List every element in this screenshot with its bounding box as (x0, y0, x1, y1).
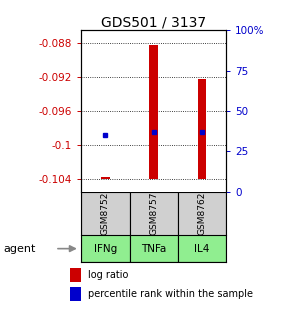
Bar (178, 235, 226, 262)
Text: TNFa: TNFa (141, 244, 166, 254)
Bar (130, 235, 178, 262)
Text: GSM8762: GSM8762 (197, 192, 206, 235)
Bar (101, 177, 110, 179)
Bar (130, 192, 178, 235)
Bar (70, 268, 81, 282)
Bar (81, 235, 130, 262)
Text: GSM8757: GSM8757 (149, 192, 158, 235)
Text: IL4: IL4 (194, 244, 210, 254)
Text: percentile rank within the sample: percentile rank within the sample (88, 289, 253, 298)
Bar (149, 45, 158, 179)
Text: log ratio: log ratio (88, 270, 128, 280)
Text: IFNg: IFNg (94, 244, 117, 254)
Bar (81, 192, 130, 235)
Text: GSM8752: GSM8752 (101, 192, 110, 235)
Text: agent: agent (3, 244, 35, 254)
Bar (70, 287, 81, 300)
Title: GDS501 / 3137: GDS501 / 3137 (101, 15, 206, 29)
Bar (178, 192, 226, 235)
Bar (198, 79, 206, 179)
